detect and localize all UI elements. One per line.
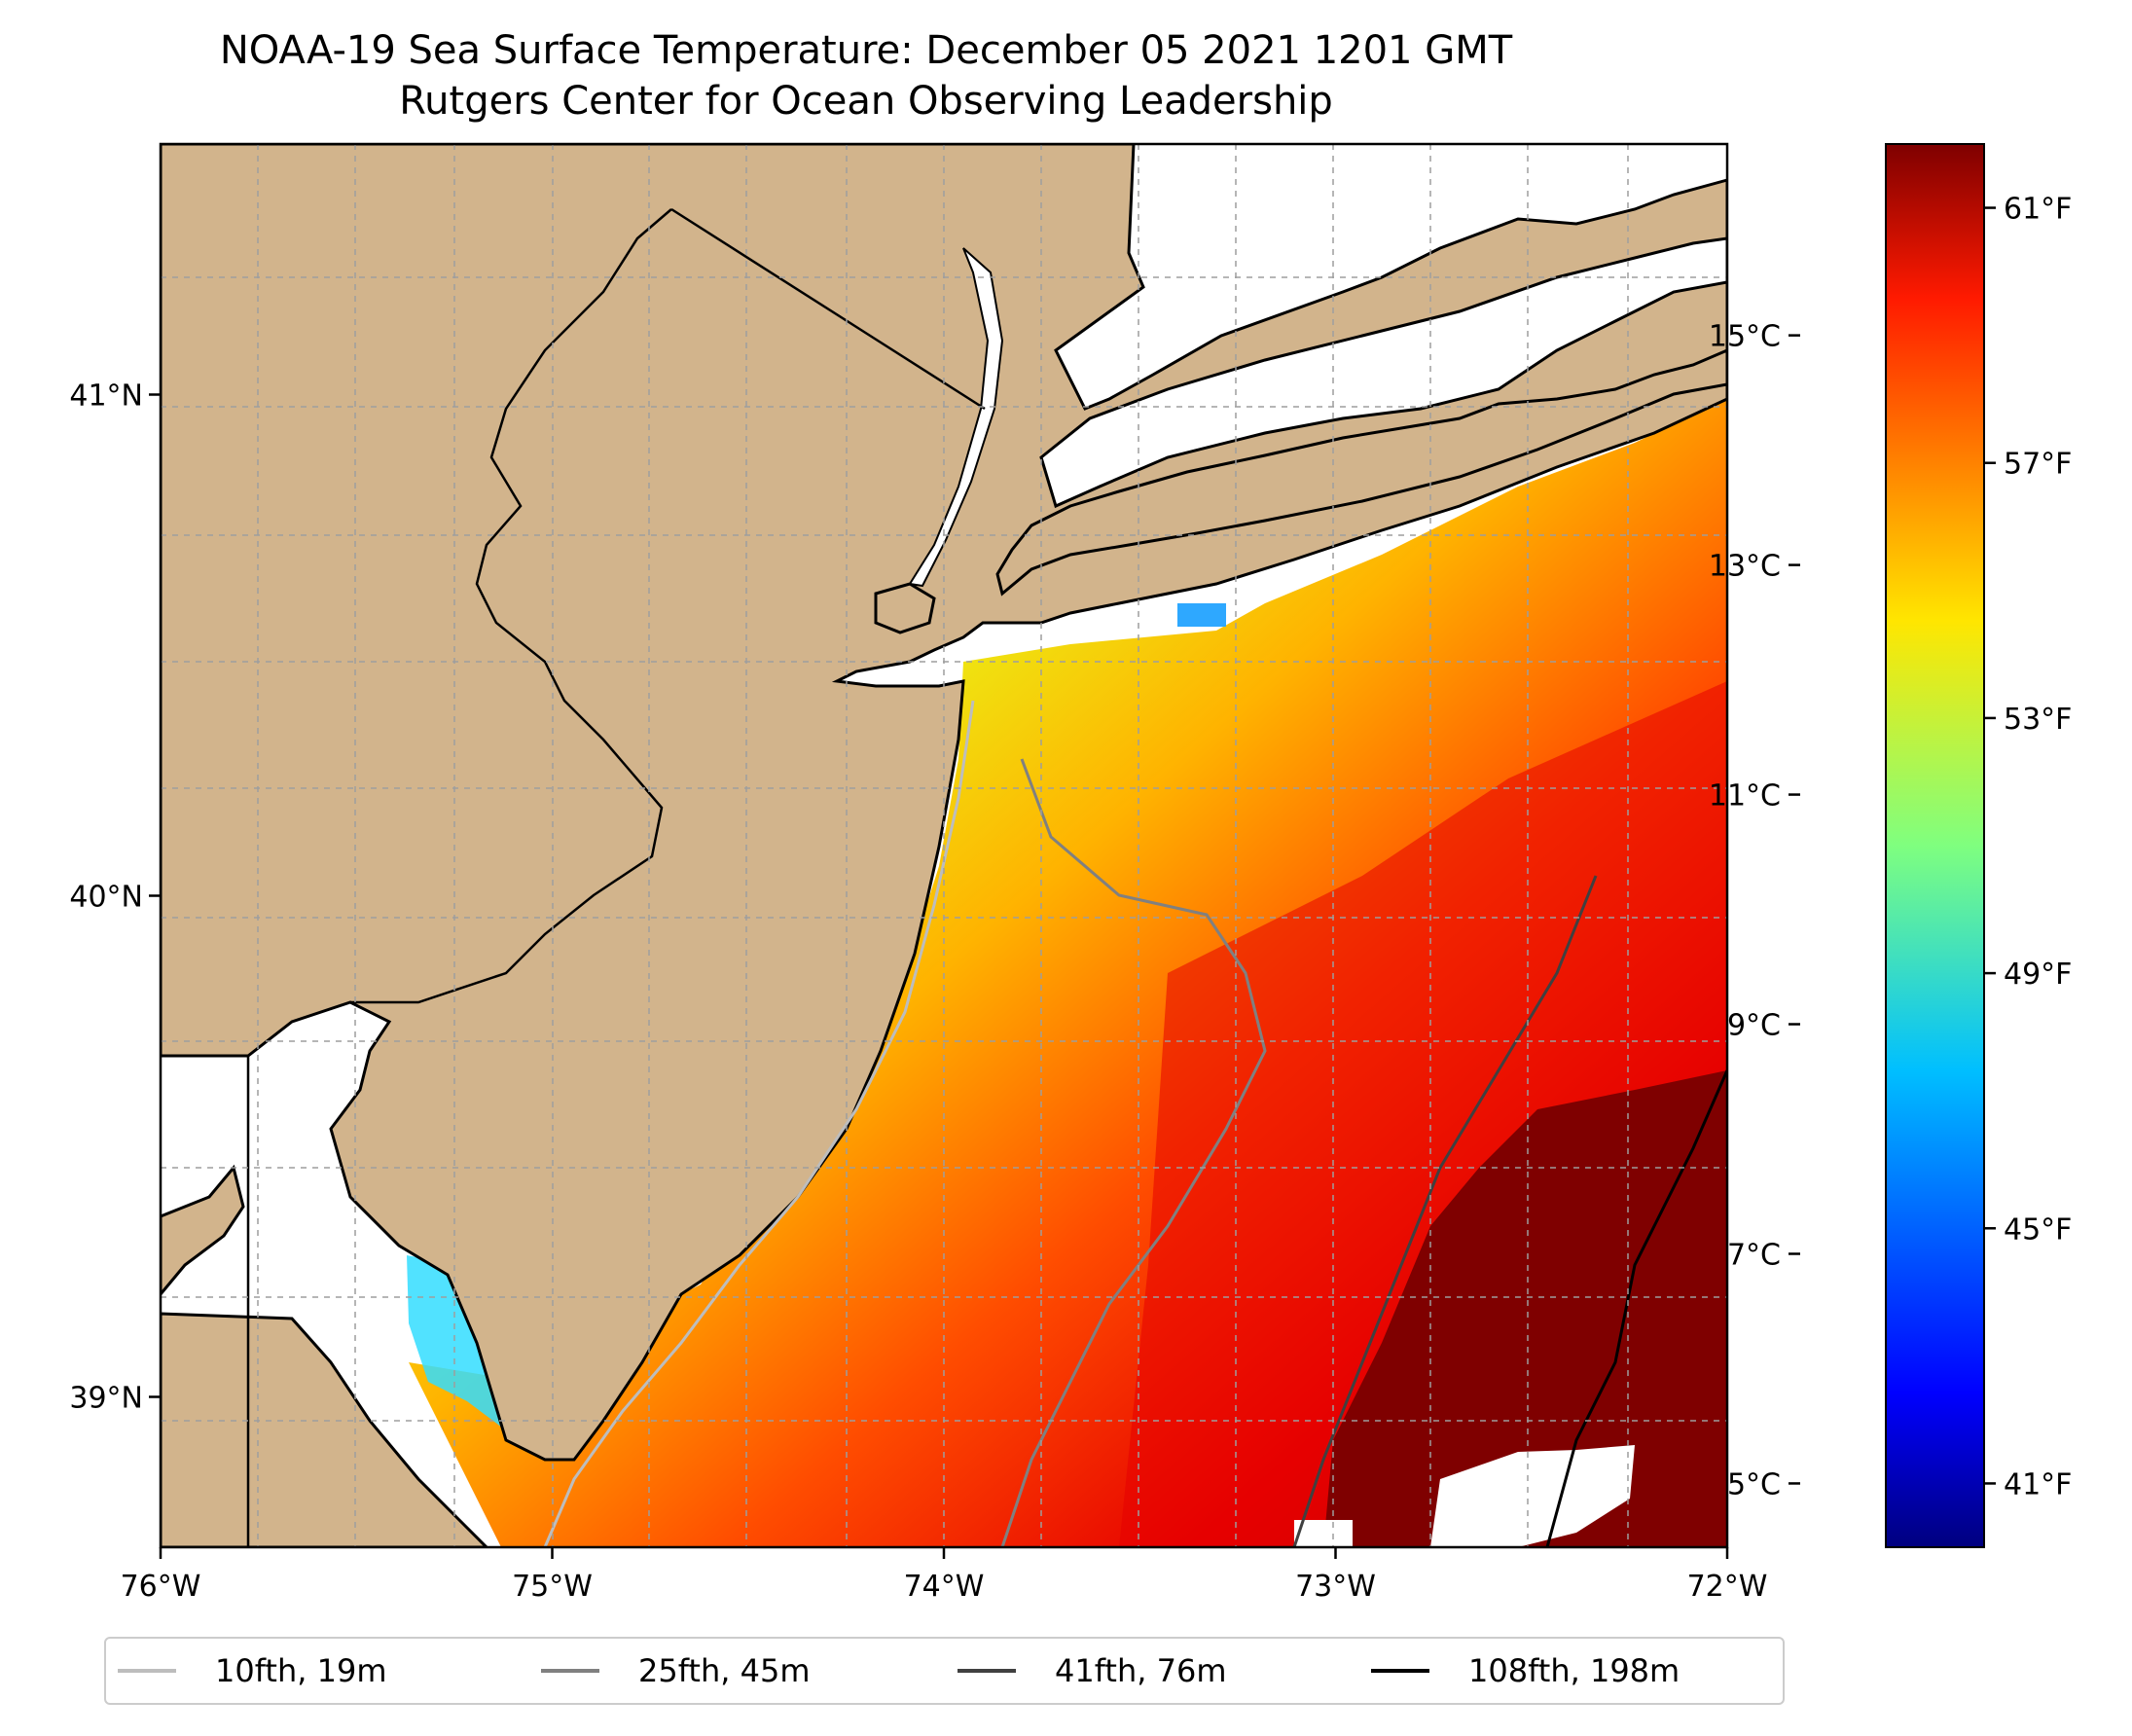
x-tick-label: 74°W: [904, 1570, 985, 1604]
fahrenheit-tick-label: 45°F: [2004, 1212, 2072, 1247]
isobath-45m: [1000, 758, 1267, 1547]
celsius-tick-label: 9°C: [1727, 1009, 1781, 1043]
legend-item-19m: 10fth, 19m: [118, 1639, 386, 1703]
hudson-river: [908, 247, 1004, 588]
cool-patch: [1177, 603, 1226, 627]
fahrenheit-tick-label: 49°F: [2004, 958, 2072, 992]
map-grid: [161, 144, 1727, 1547]
x-tick-label: 72°W: [1687, 1570, 1768, 1604]
x-tick-label: 75°W: [512, 1570, 593, 1604]
y-tick-label: 41°N: [69, 380, 143, 414]
long-island-sound: [1039, 236, 1727, 509]
latitude-axis: 41°N 40°N 39°N: [69, 380, 161, 1416]
legend-swatch-45m: [541, 1669, 599, 1673]
legend-label-45m: 25fth, 45m: [638, 1652, 811, 1689]
legend-label-76m: 41fth, 76m: [1055, 1652, 1227, 1689]
longitude-axis: 76°W 75°W 74°W 73°W 72°W: [121, 1547, 1768, 1604]
legend-label-198m: 108fth, 198m: [1468, 1652, 1680, 1689]
fahrenheit-tick-label: 41°F: [2004, 1467, 2072, 1501]
fahrenheit-tick-label: 57°F: [2004, 448, 2072, 482]
legend-swatch-76m: [958, 1669, 1016, 1673]
colorbar-celsius-axis: 15°C 13°C 11°C 9°C 7°C 5°C: [1709, 320, 1800, 1501]
celsius-tick-label: 5°C: [1727, 1467, 1781, 1501]
fahrenheit-tick-label: 53°F: [2004, 703, 2072, 737]
map-plot-area: [161, 144, 1727, 1547]
isobath-198m: [1545, 1069, 1727, 1547]
celsius-tick-label: 11°C: [1709, 779, 1781, 814]
legend-item-76m: 41fth, 76m: [958, 1639, 1226, 1703]
celsius-tick-label: 7°C: [1727, 1238, 1781, 1272]
colorbar-fahrenheit-axis: 61°F 57°F 53°F 49°F 45°F 41°F: [1984, 193, 2072, 1501]
gulf-stream-water: [1323, 1070, 1727, 1547]
colorbar: [1885, 143, 1985, 1548]
land-long-island: [995, 348, 1727, 597]
land-delaware: [161, 1164, 489, 1547]
celsius-tick-label: 15°C: [1709, 320, 1781, 354]
legend-item-198m: 108fth, 198m: [1371, 1639, 1680, 1703]
celsius-tick-label: 13°C: [1709, 550, 1781, 584]
legend-label-19m: 10fth, 19m: [215, 1652, 387, 1689]
legend-swatch-19m: [118, 1669, 176, 1673]
x-tick-label: 73°W: [1295, 1570, 1376, 1604]
x-tick-label: 76°W: [121, 1570, 201, 1604]
legend-item-45m: 25fth, 45m: [541, 1639, 810, 1703]
map-title: NOAA-19 Sea Surface Temperature: Decembe…: [219, 28, 1513, 73]
state-border-ny-nj: [670, 207, 986, 411]
y-tick-label: 40°N: [69, 881, 143, 915]
cloud-gap: [1430, 1445, 1635, 1547]
legend-swatch-198m: [1371, 1669, 1429, 1673]
y-tick-label: 39°N: [69, 1382, 143, 1416]
fahrenheit-tick-label: 61°F: [2004, 193, 2072, 227]
map-subtitle: Rutgers Center for Ocean Observing Leade…: [399, 79, 1333, 124]
isobath-legend: 10fth, 19m 25fth, 45m 41fth, 76m 108fth,…: [104, 1637, 1785, 1705]
isobath-76m: [1292, 875, 1598, 1547]
isobath-19m: [543, 700, 975, 1547]
